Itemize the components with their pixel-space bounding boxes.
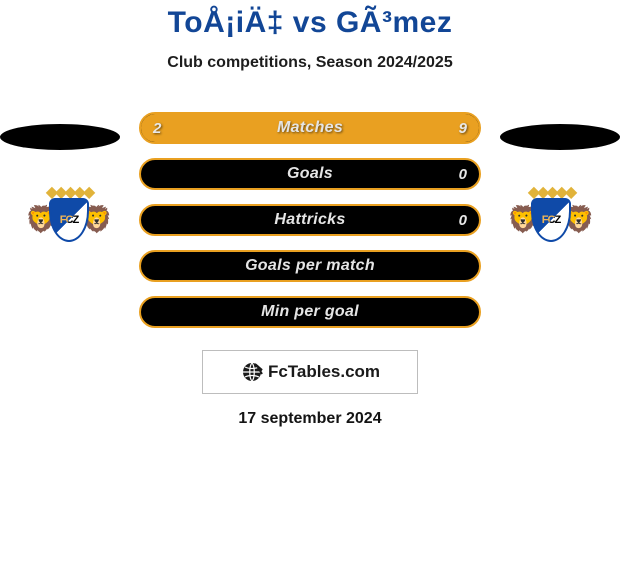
stat-row: Goals 0 <box>139 158 481 190</box>
globe-icon <box>240 360 264 384</box>
stat-label: Goals <box>141 160 479 188</box>
stat-label: Hattricks <box>141 206 479 234</box>
stat-value-right: 0 <box>459 160 467 188</box>
brand-link[interactable]: FcTables.com <box>202 350 418 394</box>
player-photo-placeholder-right <box>500 124 620 150</box>
shield-icon: FCZ <box>49 198 89 242</box>
comparison-card: ToÅ¡iÄ‡ vs GÃ³mez Club competitions, Sea… <box>0 0 620 428</box>
stat-label: Matches <box>141 114 479 142</box>
stat-row: Hattricks 0 <box>139 204 481 236</box>
crest-icon: ◆◆◆◆◆ 🦁 🦁 FCZ <box>28 186 110 256</box>
club-initials: FCZ <box>60 214 78 226</box>
crest-icon: ◆◆◆◆◆ 🦁 🦁 FCZ <box>510 186 592 256</box>
stat-label: Min per goal <box>141 298 479 326</box>
club-badge-right: ◆◆◆◆◆ 🦁 🦁 FCZ <box>500 176 602 266</box>
club-initials: FCZ <box>542 214 560 226</box>
brand-text: FcTables.com <box>268 362 380 382</box>
stat-value-right: 0 <box>459 206 467 234</box>
stat-value-right: 9 <box>459 114 467 142</box>
page-title: ToÅ¡iÄ‡ vs GÃ³mez <box>0 6 620 40</box>
stat-row: Min per goal <box>139 296 481 328</box>
page-subtitle: Club competitions, Season 2024/2025 <box>0 54 620 72</box>
stat-row: 2 Matches 9 <box>139 112 481 144</box>
date-text: 17 september 2024 <box>0 410 620 428</box>
shield-icon: FCZ <box>531 198 571 242</box>
player-photo-placeholder-left <box>0 124 120 150</box>
club-badge-left: ◆◆◆◆◆ 🦁 🦁 FCZ <box>18 176 120 266</box>
stat-label: Goals per match <box>141 252 479 280</box>
stat-row: Goals per match <box>139 250 481 282</box>
